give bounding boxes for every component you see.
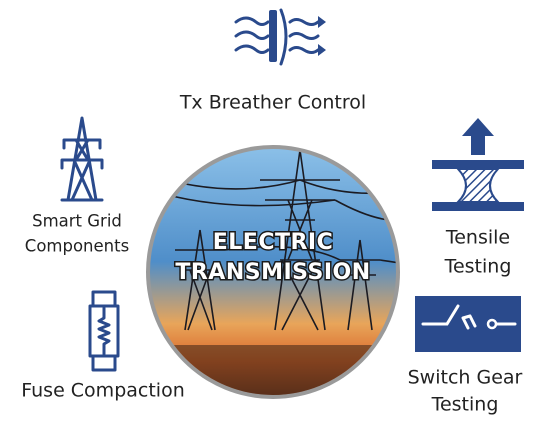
item-label: Tx Breather Control	[179, 92, 366, 114]
switch-icon	[415, 296, 521, 352]
center-photo: ELECTRIC TRANSMISSION	[140, 140, 410, 415]
item-label: Smart Grid	[32, 212, 122, 231]
center-title: TRANSMISSION	[175, 260, 370, 285]
tower-icon	[62, 118, 102, 200]
fuse-icon	[90, 292, 118, 370]
tensile-icon	[432, 118, 524, 211]
item-label: Testing	[431, 394, 499, 416]
diagram: ELECTRIC TRANSMISSION Tx Breather Contro…	[0, 0, 545, 421]
item-label: Tensile	[445, 227, 510, 249]
item-label: Testing	[444, 256, 512, 278]
center-title: ELECTRIC	[213, 230, 334, 255]
item-label: Switch Gear	[408, 367, 523, 389]
breather-icon	[236, 10, 326, 64]
item-label: Fuse Compaction	[21, 380, 185, 402]
item-label: Components	[25, 237, 129, 256]
